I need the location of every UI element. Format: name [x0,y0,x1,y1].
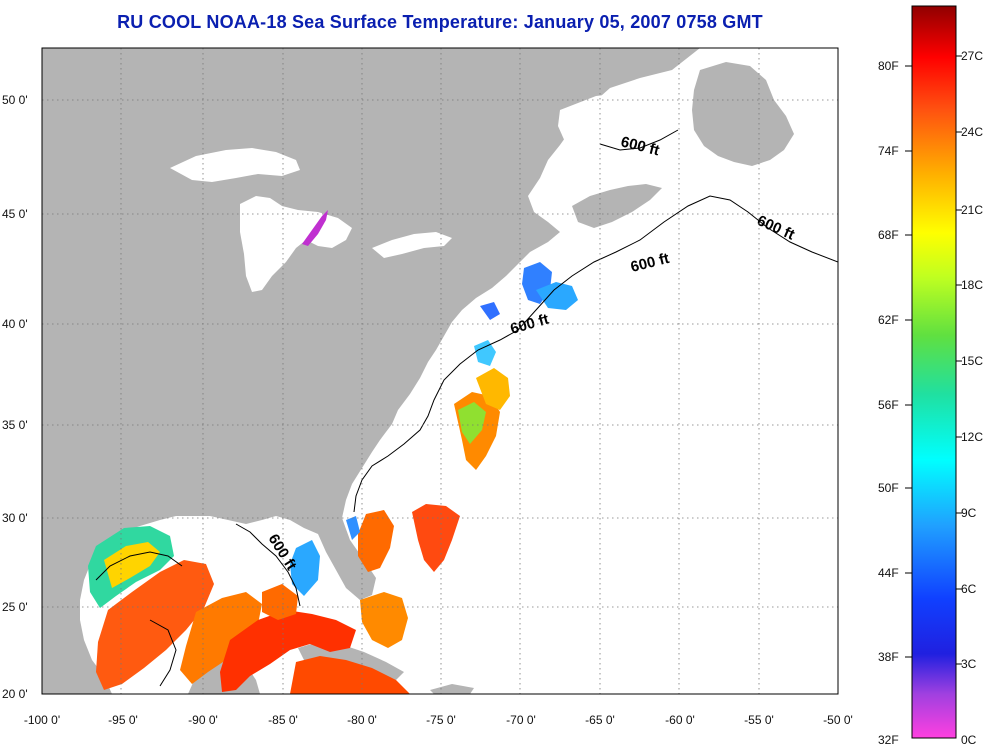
colorbar-f-label: 32F [878,733,899,747]
colorbar-ticks [905,55,962,665]
gulf-st-lawrence [558,92,690,178]
map-frame [41,47,839,695]
lake-superior [170,148,300,182]
lon-tick-label: -70 0' [506,713,536,727]
colorbar-c-label: 6C [961,582,977,596]
colorbar-c-label: 21C [961,203,984,217]
land-north-america [42,48,700,694]
lat-tick-label: 25 0' [2,600,28,614]
colorbar-c-label: 12C [961,430,984,444]
lon-tick-label: -95 0' [108,713,138,727]
lat-axis: 50 0' 45 0' 40 0' 35 0' 30 0' 25 0' 20 0… [2,93,28,701]
colorbar-f-label: 80F [878,59,899,73]
land-cuba [298,642,404,680]
colorbar-c-label: 18C [961,278,984,292]
colorbar-c-label: 9C [961,506,977,520]
colorbar-f-label: 56F [878,398,899,412]
land-nova-scotia [572,184,662,228]
lat-tick-label: 40 0' [2,317,28,331]
lon-tick-label: -80 0' [347,713,377,727]
colorbar-c-label: 24C [961,125,984,139]
lon-tick-label: -90 0' [188,713,218,727]
colorbar [911,5,957,739]
lat-tick-label: 45 0' [2,207,28,221]
colorbar-f-label: 74F [878,144,899,158]
lon-axis: -100 0' -95 0' -90 0' -85 0' -80 0' -75 … [24,713,853,727]
lon-tick-label: -85 0' [268,713,298,727]
land-newfoundland [692,62,794,166]
lon-tick-label: -75 0' [426,713,456,727]
colorbar-f-label: 62F [878,313,899,327]
depth-contour-600ft [95,129,838,687]
lon-tick-label: -100 0' [24,713,60,727]
colorbar-f-label: 68F [878,228,899,242]
lat-tick-label: 30 0' [2,511,28,525]
lon-tick-label: -65 0' [585,713,615,727]
lat-tick-label: 50 0' [2,93,28,107]
colorbar-f-label: 38F [878,650,899,664]
lon-tick-label: -60 0' [665,713,695,727]
sst-data-layer [88,210,578,694]
lat-tick-label: 20 0' [2,687,28,701]
colorbar-f-label: 44F [878,566,899,580]
colorbar-c-label: 3C [961,657,977,671]
colorbar-c-label: 0C [961,733,977,747]
colorbar-c-label: 27C [961,49,984,63]
map-title: RU COOL NOAA-18 Sea Surface Temperature:… [117,12,763,32]
land-hispaniola [430,684,474,694]
colorbar-c-label: 15C [961,354,984,368]
lon-tick-label: -50 0' [823,713,853,727]
lat-tick-label: 35 0' [2,418,28,432]
colorbar-f-label: 50F [878,481,899,495]
lake-erie-ontario [372,232,452,258]
lon-tick-label: -55 0' [744,713,774,727]
